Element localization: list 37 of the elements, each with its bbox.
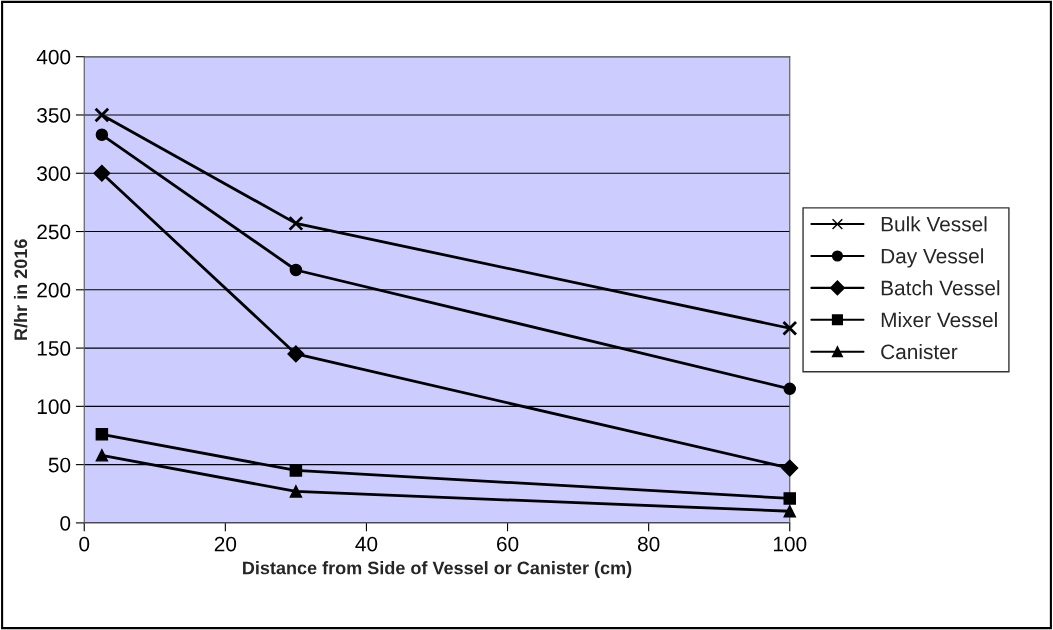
x-tick-label: 0 <box>79 536 90 552</box>
point <box>289 464 303 477</box>
point <box>93 164 111 182</box>
legend-label: Canister <box>881 343 958 360</box>
x-axis-title: Distance from Side of Vessel or Canister (cm) <box>243 561 632 578</box>
point <box>782 320 798 336</box>
y-tick-label: 50 <box>48 457 71 473</box>
point <box>94 107 110 123</box>
x-tick-label: 60 <box>497 536 519 552</box>
point <box>288 215 304 232</box>
point <box>95 428 109 441</box>
y-axis-title: R/hr in 2016 <box>13 239 28 340</box>
legend-label: Bulk Vessel <box>881 216 987 232</box>
y-tick-label: 300 <box>37 166 71 181</box>
y-tick-label: 250 <box>37 224 71 240</box>
legend-label: Batch Vessel <box>881 280 1000 296</box>
point <box>783 382 797 396</box>
legend-label: Mixer Vessel <box>881 312 997 328</box>
point <box>289 263 303 277</box>
x-tick-label: 20 <box>214 536 237 552</box>
legend-label: Day Vessel <box>881 248 983 268</box>
point <box>287 345 305 363</box>
point <box>95 449 109 462</box>
x-tick-label: 100 <box>773 536 807 552</box>
y-tick-label: 100 <box>37 399 71 415</box>
point <box>289 485 303 498</box>
y-tick-label: 0 <box>60 515 71 531</box>
y-tick-label: 350 <box>37 107 71 123</box>
y-tick-label: 400 <box>36 49 71 65</box>
point <box>783 504 797 518</box>
x-tick-label: 80 <box>637 536 660 552</box>
point <box>95 128 109 142</box>
point <box>781 459 799 477</box>
point <box>783 492 797 505</box>
y-tick-label: 150 <box>37 341 71 356</box>
x-tick-label: 40 <box>355 536 378 552</box>
y-tick-label: 200 <box>37 282 71 298</box>
